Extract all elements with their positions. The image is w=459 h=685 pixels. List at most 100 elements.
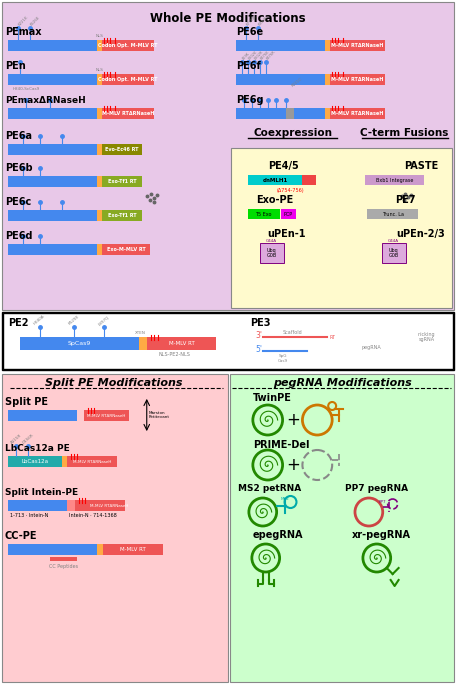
- FancyBboxPatch shape: [280, 209, 296, 219]
- FancyBboxPatch shape: [8, 456, 62, 467]
- Text: K476K: K476K: [259, 50, 270, 61]
- Text: NLS: NLS: [95, 68, 103, 72]
- Text: PE6a: PE6a: [5, 131, 32, 141]
- Text: PEmaxΔRNaseH: PEmaxΔRNaseH: [5, 95, 85, 105]
- FancyBboxPatch shape: [102, 210, 141, 221]
- Text: Coexpression: Coexpression: [252, 128, 331, 138]
- Text: Exo-PE: Exo-PE: [255, 195, 292, 205]
- FancyBboxPatch shape: [247, 175, 302, 185]
- Text: uPEn-2/3: uPEn-2/3: [396, 229, 444, 239]
- Text: M-MLV RTΔRNaseH: M-MLV RTΔRNaseH: [330, 77, 383, 82]
- Text: PE4/5: PE4/5: [267, 161, 298, 171]
- FancyBboxPatch shape: [8, 176, 97, 187]
- Text: M-MLV RTΔRNaseH: M-MLV RTΔRNaseH: [90, 503, 128, 508]
- Text: NLS-PE2-NLS: NLS-PE2-NLS: [158, 352, 190, 357]
- Text: 5': 5': [255, 345, 262, 353]
- Text: K529E: K529E: [68, 314, 80, 326]
- Text: C-term Fusions: C-term Fusions: [359, 128, 448, 138]
- Text: PRIME-Del: PRIME-Del: [252, 440, 308, 450]
- FancyBboxPatch shape: [285, 108, 294, 119]
- FancyBboxPatch shape: [325, 74, 330, 85]
- FancyBboxPatch shape: [2, 312, 453, 370]
- Text: pegRNA Modifications: pegRNA Modifications: [272, 378, 410, 388]
- FancyBboxPatch shape: [139, 337, 146, 350]
- FancyBboxPatch shape: [102, 144, 141, 155]
- Text: Ubq
G0B: Ubq G0B: [266, 247, 276, 258]
- FancyBboxPatch shape: [97, 74, 102, 85]
- Text: xr-pegRNA: xr-pegRNA: [351, 530, 410, 540]
- Text: G44A: G44A: [266, 239, 277, 243]
- FancyBboxPatch shape: [235, 74, 325, 85]
- FancyBboxPatch shape: [102, 176, 141, 187]
- Text: M-MLV RTΔRNaseH: M-MLV RTΔRNaseH: [87, 414, 125, 417]
- Text: Trunc. La: Trunc. La: [381, 212, 403, 216]
- Text: SpG
Cas9: SpG Cas9: [277, 354, 287, 362]
- FancyBboxPatch shape: [8, 144, 97, 155]
- Text: T5 Exo: T5 Exo: [255, 212, 271, 216]
- Text: K221K: K221K: [18, 15, 29, 27]
- FancyBboxPatch shape: [50, 557, 77, 561]
- Text: PE6b: PE6b: [5, 163, 33, 173]
- Text: M-MLV RTΔRNaseH: M-MLV RTΔRNaseH: [101, 111, 154, 116]
- FancyBboxPatch shape: [97, 244, 102, 255]
- Text: XTEN: XTEN: [135, 331, 146, 335]
- Text: K526E: K526E: [30, 16, 41, 27]
- Text: Codon Opt. M-MLV RT: Codon Opt. M-MLV RT: [98, 43, 157, 48]
- FancyBboxPatch shape: [20, 337, 139, 350]
- FancyBboxPatch shape: [2, 2, 453, 310]
- Text: G44A: G44A: [387, 239, 398, 243]
- Text: 3': 3': [255, 330, 262, 340]
- FancyBboxPatch shape: [75, 500, 125, 511]
- FancyBboxPatch shape: [97, 544, 103, 555]
- FancyBboxPatch shape: [8, 40, 97, 51]
- FancyBboxPatch shape: [3, 313, 452, 369]
- FancyBboxPatch shape: [364, 175, 424, 185]
- FancyBboxPatch shape: [330, 74, 384, 85]
- FancyBboxPatch shape: [8, 544, 97, 555]
- Text: Split PE Modifications: Split PE Modifications: [45, 378, 182, 388]
- Text: R221C: R221C: [290, 77, 302, 88]
- Text: Whole PE Modifications: Whole PE Modifications: [150, 12, 305, 25]
- FancyBboxPatch shape: [2, 374, 228, 682]
- Text: PASTE: PASTE: [403, 161, 438, 171]
- FancyBboxPatch shape: [330, 40, 384, 51]
- FancyBboxPatch shape: [230, 374, 453, 682]
- FancyBboxPatch shape: [97, 210, 102, 221]
- FancyBboxPatch shape: [302, 175, 316, 185]
- FancyBboxPatch shape: [235, 108, 325, 119]
- Text: PEn: PEn: [5, 61, 26, 71]
- Text: M-MLV RTΔRNaseH: M-MLV RTΔRNaseH: [330, 43, 383, 48]
- Text: LbCas12a: LbCas12a: [21, 459, 48, 464]
- Text: M-MLV RTΔRNaseH: M-MLV RTΔRNaseH: [73, 460, 111, 464]
- Text: PE2: PE2: [8, 318, 28, 328]
- Text: E69K: E69K: [241, 52, 251, 61]
- Text: K775R: K775R: [246, 15, 257, 27]
- Text: PP7: PP7: [378, 500, 386, 504]
- Text: dnMLH1: dnMLH1: [263, 177, 288, 182]
- Text: PE6d: PE6d: [5, 231, 33, 241]
- Text: D156R: D156R: [22, 433, 35, 445]
- FancyBboxPatch shape: [97, 176, 102, 187]
- Text: 1-713 · Intein-N: 1-713 · Intein-N: [10, 513, 48, 518]
- Text: uPEn-1: uPEn-1: [267, 229, 306, 239]
- Text: +: +: [286, 411, 300, 429]
- Text: nicking
sgRNA: nicking sgRNA: [417, 332, 434, 342]
- Text: E302K: E302K: [247, 50, 258, 61]
- FancyBboxPatch shape: [102, 244, 149, 255]
- FancyBboxPatch shape: [67, 456, 117, 467]
- FancyBboxPatch shape: [8, 210, 97, 221]
- FancyBboxPatch shape: [97, 144, 102, 155]
- Text: PEmax: PEmax: [5, 27, 41, 37]
- FancyBboxPatch shape: [97, 108, 102, 119]
- Text: M-MLV RTΔRNaseH: M-MLV RTΔRNaseH: [330, 111, 383, 116]
- Text: PP7 pegRNA: PP7 pegRNA: [344, 484, 407, 493]
- Text: M-MLV RT: M-MLV RT: [168, 341, 194, 346]
- Text: H840A: H840A: [33, 314, 46, 326]
- FancyBboxPatch shape: [97, 40, 102, 51]
- Text: LbCas12a PE: LbCas12a PE: [5, 443, 70, 453]
- FancyBboxPatch shape: [102, 40, 153, 51]
- Text: Exo-M-MLV RT: Exo-M-MLV RT: [106, 247, 145, 252]
- Text: SpCas9: SpCas9: [67, 341, 91, 346]
- FancyBboxPatch shape: [259, 243, 283, 263]
- Text: Codon Opt. M-MLV RT: Codon Opt. M-MLV RT: [98, 77, 157, 82]
